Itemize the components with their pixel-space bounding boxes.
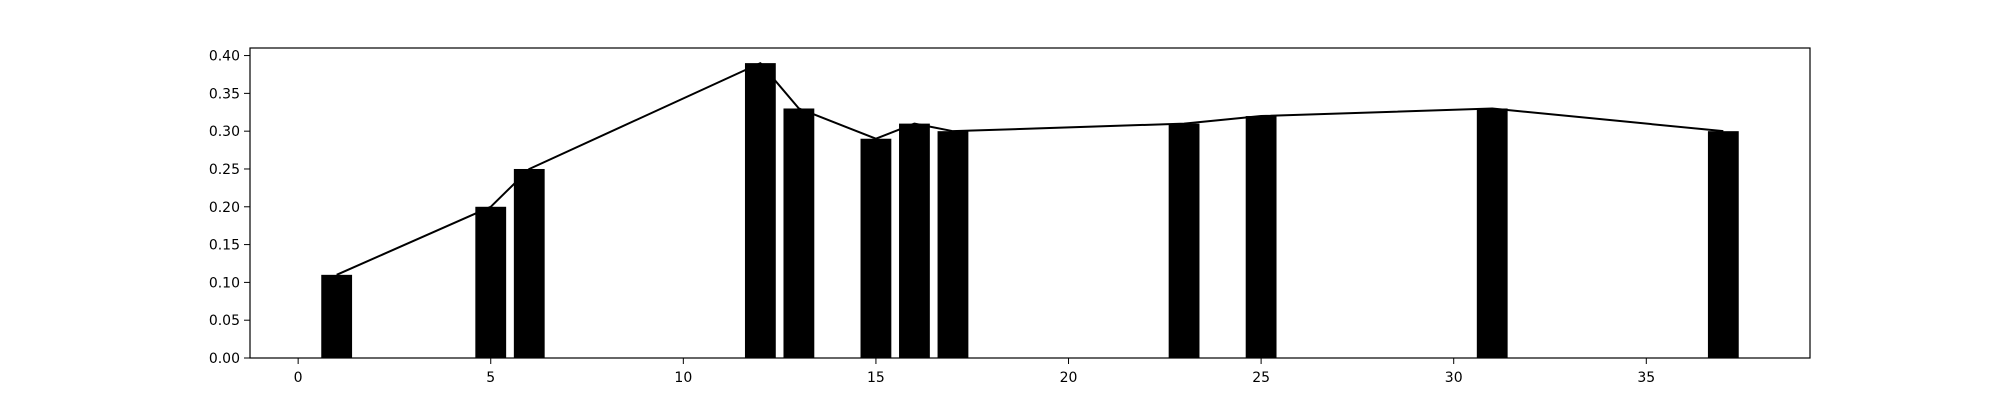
axes-layer: [249, 47, 1811, 359]
bar-x-31: [1476, 108, 1508, 358]
bar-x-25: [1245, 116, 1277, 358]
y-tick-label: 0.40: [209, 49, 240, 65]
y-tick-label: 0.10: [209, 275, 240, 291]
ticks-layer: 0 5 10 15 20 25 30 35 0.00 0.05 0.10 0.15 0.20 0.25 0.…: [209, 49, 1655, 386]
bar-x-17: [937, 131, 969, 358]
x-tick-label: 15: [867, 370, 885, 386]
y-tick-label: 0.25: [209, 162, 240, 178]
x-tick-label: 20: [1060, 370, 1078, 386]
bar-x-5: [475, 206, 507, 358]
bar-x-12: [744, 63, 776, 359]
line-layer: [336, 62, 1724, 276]
bar-x-23: [1168, 123, 1200, 358]
axes-frame: [249, 47, 1811, 359]
series-line: [336, 62, 1724, 276]
y-tick-label: 0.15: [209, 238, 240, 254]
bar-x-6: [513, 168, 545, 358]
bar-x-13: [783, 108, 815, 358]
y-tick-label: 0.30: [209, 124, 240, 140]
bar-x-1: [321, 274, 353, 358]
y-tick-label: 0.00: [209, 351, 240, 367]
y-tick-label: 0.05: [209, 313, 240, 329]
bar-x-15: [860, 138, 892, 358]
x-tick-label: 10: [674, 370, 692, 386]
y-tick-label: 0.20: [209, 200, 240, 216]
x-tick-label: 5: [486, 370, 495, 386]
x-tick-label: 35: [1637, 370, 1655, 386]
y-tick-label: 0.35: [209, 86, 240, 102]
bars-layer: [321, 63, 1739, 359]
x-tick-label: 0: [294, 370, 303, 386]
x-tick-label: 30: [1445, 370, 1463, 386]
x-tick-label: 25: [1252, 370, 1270, 386]
bar-x-37: [1707, 131, 1739, 358]
bar-x-16: [899, 123, 930, 358]
